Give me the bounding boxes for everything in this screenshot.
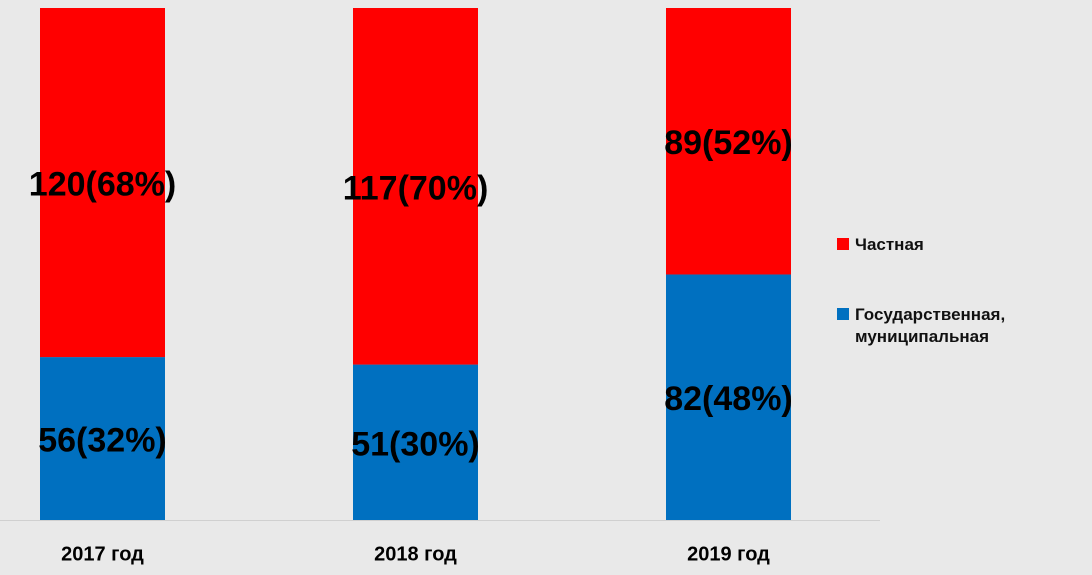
legend-label: Частная bbox=[855, 235, 924, 254]
x-tick-label: 2018 год bbox=[374, 543, 457, 565]
legend-item: Государственная, муниципальная bbox=[837, 304, 1077, 348]
bar-segment bbox=[353, 364, 478, 520]
bar-segment bbox=[353, 8, 478, 365]
legend-item: Частная bbox=[837, 234, 1077, 256]
legend-label: Государственная, муниципальная bbox=[855, 305, 1006, 346]
x-tick-label: 2019 год bbox=[687, 543, 770, 565]
data-label: 82(48%) bbox=[664, 380, 793, 418]
data-label: 51(30%) bbox=[351, 425, 480, 463]
bar-segment bbox=[666, 274, 791, 520]
data-label: 89(52%) bbox=[664, 124, 793, 162]
bar-segment bbox=[40, 8, 165, 358]
bar-segment bbox=[666, 8, 791, 275]
data-label: 120(68%) bbox=[29, 166, 176, 204]
data-label: 117(70%) bbox=[343, 169, 489, 207]
legend-swatch bbox=[837, 238, 849, 250]
x-tick-label: 2017 год bbox=[61, 543, 144, 565]
data-label: 56(32%) bbox=[38, 422, 167, 460]
legend-swatch bbox=[837, 308, 849, 320]
bar-segment bbox=[40, 357, 165, 520]
